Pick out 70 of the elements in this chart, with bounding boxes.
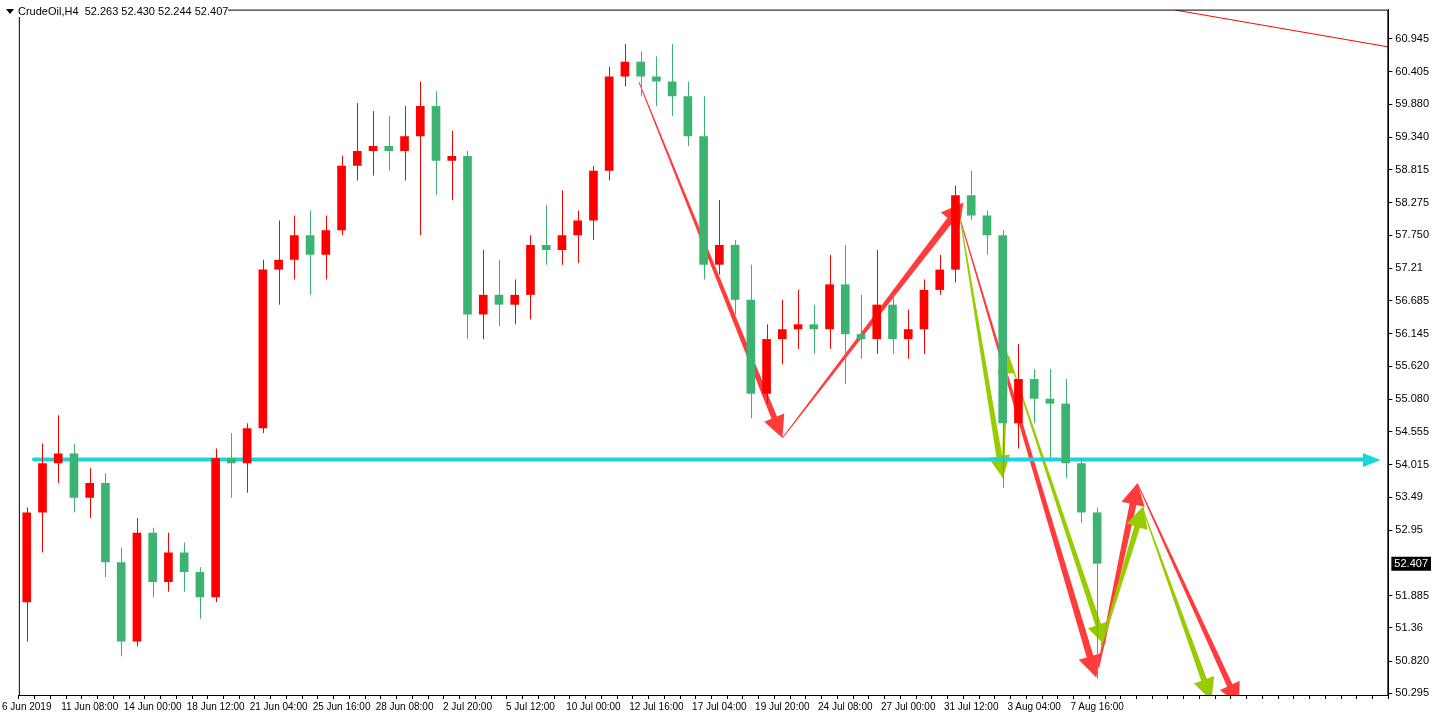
candlestick [368, 110, 378, 177]
y-tick-label: 60.405 [1395, 65, 1430, 78]
candlestick [1029, 368, 1039, 424]
text: 52.407 [1394, 556, 1429, 569]
x-tick-label: 12 Jul 16:00 [629, 700, 685, 712]
candlestick [352, 102, 362, 181]
candlestick [903, 309, 913, 360]
candlestick [636, 50, 645, 97]
candlestick [793, 289, 803, 350]
candlestick [856, 294, 866, 360]
y-tick-label: 51.885 [1395, 588, 1430, 601]
x-tick-label: 19 Jul 20:00 [755, 700, 810, 712]
y-tick-label: 54.015 [1395, 457, 1430, 470]
x-tick-label: 17 Jul 04:00 [692, 700, 748, 712]
x-tick-label: 2 Jul 20:00 [443, 700, 493, 712]
x-tick-label: 5 Jul 12:00 [505, 700, 556, 712]
chart-title: CrudeOil,H4 52.263 52.430 52.244 52.407 [18, 5, 229, 17]
x-tick-label: 18 Jun 12:00 [186, 700, 245, 712]
candlestick [620, 43, 630, 87]
x-tick-label: 27 Jul 00:00 [881, 700, 936, 712]
x-tick-label: 10 Jul 00:00 [566, 700, 622, 712]
candlestick [573, 210, 583, 264]
y-tick-label: 53.49 [1395, 490, 1423, 503]
y-tick-label: 52.95 [1395, 523, 1423, 536]
candlestick [510, 278, 520, 325]
candlestick [274, 219, 283, 306]
x-tick-label: 11 Jun 08:00 [61, 700, 119, 712]
x-tick-label: 25 Jun 16:00 [312, 700, 371, 712]
y-tick-label: 54.555 [1395, 424, 1430, 437]
x-tick-label: 24 Jul 08:00 [818, 700, 873, 712]
candlestick [652, 55, 661, 107]
candlestick [715, 199, 724, 276]
x-tick-label: 14 Jun 00:00 [123, 700, 183, 712]
y-tick-label: 59.340 [1395, 130, 1430, 143]
candlestick [809, 304, 819, 355]
y-tick-label: 50.295 [1395, 686, 1430, 699]
x-tick-label: 21 Jun 04:00 [249, 700, 308, 712]
candlestick [179, 542, 189, 593]
y-tick-label: 58.275 [1395, 195, 1430, 208]
candlestick [400, 105, 409, 181]
candlestick [494, 259, 504, 327]
y-tick-label: 60.945 [1395, 31, 1430, 44]
candlestick [384, 115, 394, 172]
candlestick [85, 467, 95, 519]
candlestick [557, 189, 567, 266]
candlestick [478, 249, 488, 340]
candlestick [777, 299, 787, 365]
y-tick-label: 55.620 [1395, 359, 1430, 372]
candlestick [1045, 368, 1055, 459]
x-tick-label: 6 Jun 2019 [1, 700, 52, 712]
y-tick-label: 56.145 [1395, 326, 1430, 339]
y-tick-label: 51.36 [1395, 621, 1423, 634]
x-tick-label: 28 Jun 08:00 [375, 700, 434, 712]
y-tick-label: 57.21 [1395, 261, 1423, 274]
y-tick-label: 55.080 [1395, 392, 1430, 405]
y-tick-label: 56.685 [1395, 293, 1430, 306]
x-tick-label: 7 Aug 16:00 [1070, 700, 1125, 712]
x-tick-label: 3 Aug 04:00 [1007, 700, 1062, 712]
candlestick [935, 254, 945, 296]
y-tick-label: 59.880 [1395, 97, 1430, 110]
candlestick [966, 170, 976, 221]
candlestick [447, 130, 457, 201]
candlestick [541, 204, 551, 266]
candlestick [227, 432, 236, 499]
y-tick-label: 50.820 [1395, 654, 1430, 667]
y-tick-label: 58.815 [1395, 162, 1430, 175]
y-tick-label: 57.750 [1395, 228, 1430, 241]
candlestick [305, 210, 315, 296]
candlestick [53, 414, 63, 484]
x-tick-label: 31 Jul 12:00 [943, 700, 999, 712]
